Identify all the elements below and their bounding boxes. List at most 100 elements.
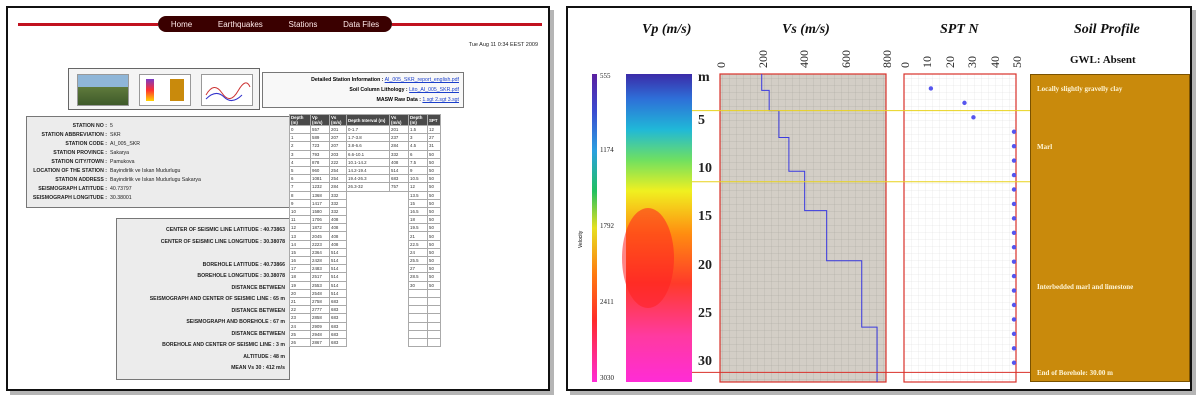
table-cell: 408 xyxy=(329,231,347,241)
table-cell xyxy=(347,265,390,273)
table-cell: 30 xyxy=(408,280,428,290)
vp-axis-label: Velocity xyxy=(578,230,584,248)
table-cell: 683 xyxy=(329,329,347,339)
table-cell: 50 xyxy=(427,174,441,184)
table-cell: 254 xyxy=(329,165,347,176)
vp-legend-555: 555 xyxy=(600,72,611,80)
table-cell: 3 xyxy=(289,149,311,159)
table-cell: 1706 xyxy=(310,215,330,225)
lithology-link[interactable]: Lito_AI_005_SKR.pdf xyxy=(409,87,459,93)
table-header-cell: Depth (m) xyxy=(289,114,311,126)
soil-title: Soil Profile xyxy=(1074,22,1140,37)
vs-tick-label: 600 xyxy=(838,50,853,68)
table-cell: 12 xyxy=(427,124,441,135)
table-cell: 26.3-32 xyxy=(346,182,390,192)
page-date: Tue Aug 11 0:34 EEST 2009 xyxy=(468,42,538,48)
table-cell xyxy=(347,199,390,207)
table-cell: 10.5 xyxy=(408,174,428,184)
table-cell xyxy=(427,321,441,331)
table-cell xyxy=(390,330,409,338)
table-row: 3 793 203 6.6-10.1 332 6 50 xyxy=(289,149,441,159)
table-cell: 1 xyxy=(289,133,311,143)
table-cell: 9 xyxy=(289,198,311,208)
spt-point xyxy=(1011,245,1017,250)
table-cell: 4.5 xyxy=(408,141,428,151)
table-cell xyxy=(347,306,390,314)
table-cell xyxy=(408,329,428,339)
table-cell: 9 xyxy=(408,165,428,176)
spt-point xyxy=(1011,216,1017,221)
nav-data-files[interactable]: Data Files xyxy=(343,19,380,29)
depth-tick-label: 30 xyxy=(698,353,712,369)
table-cell: 514 xyxy=(329,272,347,282)
table-cell: 27 xyxy=(427,133,441,143)
table-header-cell: Vs (m/s) xyxy=(329,114,347,126)
table-cell: 2045 xyxy=(310,231,330,241)
nav-home[interactable]: Home xyxy=(170,19,193,29)
table-cell: 2867 xyxy=(310,337,330,348)
spt-tick-label: 10 xyxy=(920,56,935,68)
vp-title: Vp (m/s) xyxy=(642,22,692,37)
table-cell: 514 xyxy=(329,255,347,266)
table-cell xyxy=(408,288,428,298)
thumbnail-strip xyxy=(68,68,260,110)
velocity-spt-table: Depth (m) Vp (m/s) Vs (m/s) Depth Interval … xyxy=(289,114,441,348)
spt-points xyxy=(928,86,1017,365)
station-photo-thumbnail[interactable] xyxy=(77,74,129,106)
table-cell xyxy=(408,321,428,331)
depth-tick-label: 5 xyxy=(698,113,705,129)
nav-stations[interactable]: Stations xyxy=(288,19,318,29)
table-cell: 50 xyxy=(427,149,441,159)
table-cell: 201 xyxy=(389,124,409,135)
spt-point xyxy=(1011,346,1017,351)
soil-profile-column: Locally slightly gravelly clay Marl Interb… xyxy=(1030,74,1190,382)
table-cell: 3.8-6.6 xyxy=(346,141,390,151)
nav-earthquakes[interactable]: Earthquakes xyxy=(217,19,263,29)
table-cell xyxy=(390,289,409,297)
table-header-cell: SPT xyxy=(427,114,441,126)
table-cell xyxy=(390,224,409,232)
table-cell xyxy=(347,289,390,297)
masw-raw-links[interactable]: 1.sgt 2.sgt 3.sgt xyxy=(422,97,459,103)
table-row: 6 1081 254 19.4-26.3 683 10.5 50 xyxy=(289,174,441,184)
vs-tick-label: 400 xyxy=(797,50,811,68)
table-cell: 222 xyxy=(329,157,347,167)
detailed-report-link[interactable]: AI_005_SKR_report_english.pdf xyxy=(384,77,459,83)
seismic-line-field: MEAN Vs 30 : 412 m/s xyxy=(231,365,285,371)
station-info-links: Detailed Station Information : AI_005_SK… xyxy=(262,72,464,108)
station-field-value: Sakarya xyxy=(110,150,130,156)
table-row: 24 2909 683 xyxy=(289,321,441,331)
table-row: 0 557 201 0-1.7 201 1.5 12 xyxy=(289,124,441,135)
table-cell: 408 xyxy=(329,223,347,233)
table-cell: 514 xyxy=(329,247,347,258)
table-cell xyxy=(347,207,390,215)
depth-tick-label: 10 xyxy=(698,161,712,177)
table-cell xyxy=(390,297,409,305)
table-cell xyxy=(390,281,409,289)
table-row: 9 1417 332 15 50 xyxy=(289,198,441,208)
table-cell: 6 xyxy=(408,149,428,159)
vs-tick-label: 200 xyxy=(755,50,770,68)
table-cell: 4 xyxy=(289,157,311,167)
masw-thumbnail[interactable] xyxy=(201,74,253,106)
table-row: 22 2777 683 xyxy=(289,305,441,315)
soil-column-thumbnail[interactable] xyxy=(139,74,191,106)
spt-point xyxy=(962,100,967,106)
vs-series-line xyxy=(761,74,878,382)
spt-point xyxy=(971,115,976,120)
station-info-webpage: Home Earthquakes Stations Data Files Tue… xyxy=(6,6,550,391)
table-row: 26 2867 683 xyxy=(289,337,441,348)
table-cell: 27 xyxy=(408,264,428,274)
spt-point xyxy=(1011,201,1017,207)
table-cell xyxy=(427,329,441,339)
table-header-cell: Vs (m/s) xyxy=(389,114,409,126)
table-row: 13 2045 408 21 50 xyxy=(289,231,441,241)
nav-accent-left xyxy=(18,23,158,26)
vp-legend-1792: 1792 xyxy=(600,222,614,230)
station-field-value: SKR xyxy=(110,132,121,138)
table-row: 5 960 254 14.2-19.4 514 9 50 xyxy=(289,165,441,176)
table-header-row: Depth (m) Vp (m/s) Vs (m/s) Depth Interval … xyxy=(289,114,441,126)
table-cell xyxy=(347,273,390,281)
table-cell: 2428 xyxy=(310,255,330,266)
table-cell xyxy=(347,257,390,265)
